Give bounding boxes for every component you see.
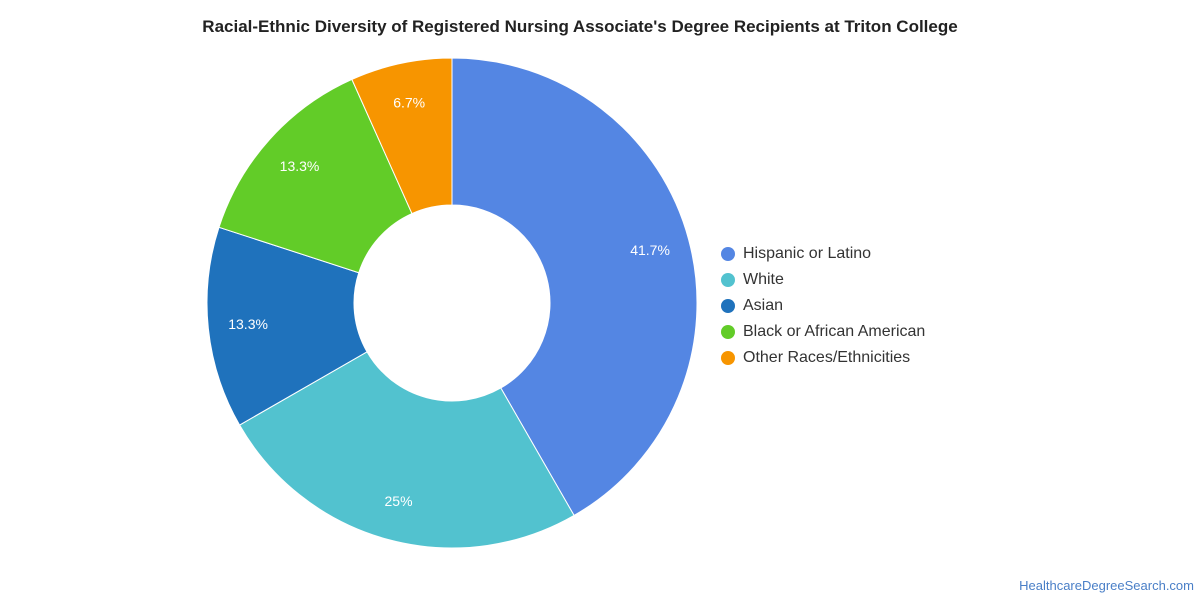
slice-other-races-ethnicities[interactable] xyxy=(351,57,453,215)
slice-label-hispanic-or-latino: 41.7% xyxy=(630,242,670,258)
slice-white[interactable] xyxy=(238,351,575,549)
slice-label-asian: 13.3% xyxy=(228,316,268,332)
legend-label: Asian xyxy=(743,297,784,314)
legend-swatch-icon xyxy=(721,299,735,313)
legend-label: Black or African American xyxy=(743,323,926,340)
legend-swatch-icon xyxy=(721,351,735,365)
legend-label: Hispanic or Latino xyxy=(743,245,872,262)
legend: Hispanic or Latino White Asian Black or Afr… xyxy=(721,241,925,371)
legend-swatch-icon xyxy=(721,325,735,339)
chart-title: Racial-Ethnic Diversity of Registered Nu… xyxy=(202,17,958,36)
legend-label: White xyxy=(743,271,784,288)
legend-swatch-icon xyxy=(721,273,735,287)
legend-label: Other Races/Ethnicities xyxy=(743,349,911,366)
legend-item-other-races-ethnicities[interactable]: Other Races/Ethnicities xyxy=(721,345,925,371)
labels-layer: 41.7% 25% 13.3% 13.3% 6.7% xyxy=(228,95,670,509)
legend-item-black-or-african-american[interactable]: Black or African American xyxy=(721,319,925,345)
slices-layer xyxy=(206,57,698,549)
slice-hispanic-or-latino[interactable] xyxy=(451,57,698,517)
slice-asian[interactable] xyxy=(206,226,368,426)
legend-item-hispanic-or-latino[interactable]: Hispanic or Latino xyxy=(721,241,925,267)
slice-label-other-races-ethnicities: 6.7% xyxy=(393,95,425,111)
slice-label-white: 25% xyxy=(385,493,413,509)
legend-swatch-icon xyxy=(721,247,735,261)
source-credit[interactable]: HealthcareDegreeSearch.com xyxy=(1019,578,1194,593)
legend-item-asian[interactable]: Asian xyxy=(721,293,925,319)
slice-black-or-african-american[interactable] xyxy=(218,78,413,274)
legend-item-white[interactable]: White xyxy=(721,267,925,293)
slice-label-black-or-african-american: 13.3% xyxy=(280,158,320,174)
